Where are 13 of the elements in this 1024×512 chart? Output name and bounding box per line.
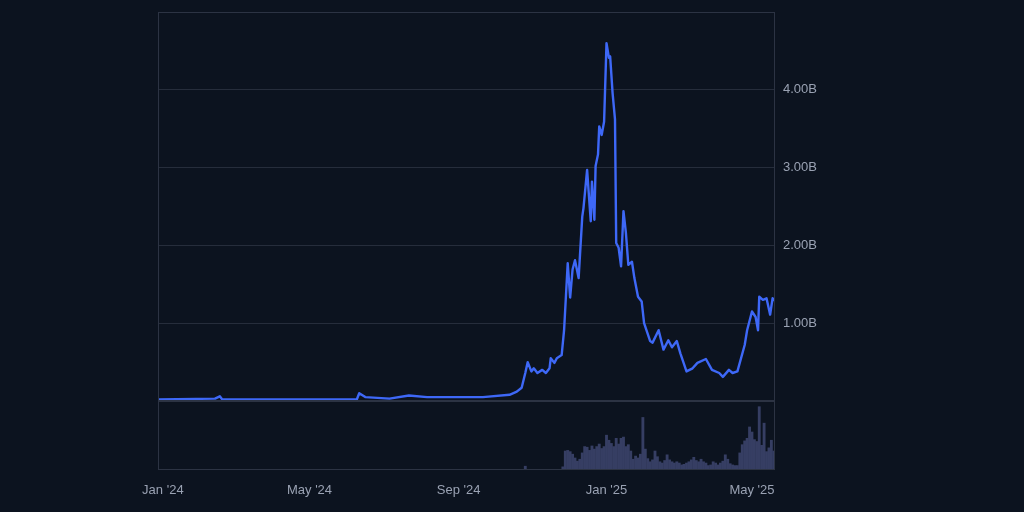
x-tick-label: Sep '24 <box>436 482 481 498</box>
bar <box>757 406 761 470</box>
y-tick-label: 2.00B <box>783 236 817 252</box>
y-tick-label: 3.00B <box>783 159 817 175</box>
bar <box>605 434 608 470</box>
x-tick-label: Jan '25 <box>585 482 628 498</box>
y-tick-label: 1.00B <box>783 314 817 330</box>
x-tick-label: May '24 <box>286 482 333 498</box>
x-tick-label: Jan '24 <box>142 482 184 498</box>
y-tick-label: 4.00B <box>783 81 817 97</box>
bar <box>726 458 730 470</box>
x-tick-label: May '25 <box>729 482 775 498</box>
bar <box>641 417 645 470</box>
